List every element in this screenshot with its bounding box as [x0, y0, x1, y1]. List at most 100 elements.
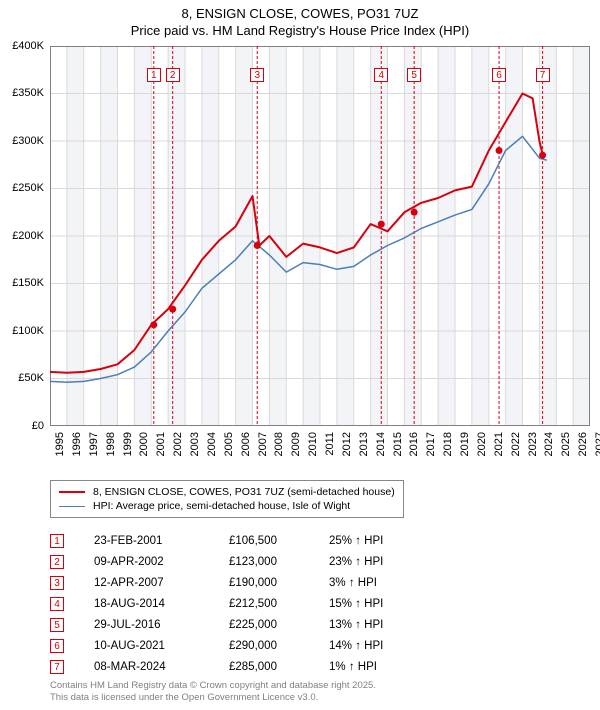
- transaction-date: 10-AUG-2021: [94, 640, 229, 652]
- x-tick-label: 2007: [257, 432, 269, 456]
- x-tick-label: 2016: [408, 432, 420, 456]
- x-axis-labels: 1995 1996 1997 1998 1999 2000 2001 2002 2003 2004…: [50, 428, 590, 478]
- sale-marker-box: 6: [492, 68, 506, 82]
- y-axis-labels: £0£50K£100K£150K£200K£250K£300K£350K£400…: [0, 46, 48, 426]
- transaction-marker: 3: [50, 576, 64, 590]
- transaction-marker: 2: [50, 555, 64, 569]
- x-tick-label: 2008: [273, 432, 285, 456]
- x-tick-label: 1997: [88, 432, 100, 456]
- x-tick-label: 2017: [425, 432, 437, 456]
- x-tick-label: 2003: [189, 432, 201, 456]
- transaction-price: £225,000: [229, 619, 329, 631]
- title-subtitle: Price paid vs. HM Land Registry's House …: [0, 23, 600, 40]
- transaction-row: 4 18-AUG-2014£212,50015% ↑ HPI: [50, 593, 449, 614]
- legend-swatch: [59, 491, 85, 493]
- transaction-delta: 3% ↑ HPI: [329, 577, 449, 589]
- transaction-row: 3 12-APR-2007£190,0003% ↑ HPI: [50, 572, 449, 593]
- x-tick-label: 2026: [577, 432, 589, 456]
- transaction-price: £106,500: [229, 535, 329, 547]
- x-tick-label: 2010: [307, 432, 319, 456]
- transactions-table: 1 23-FEB-2001£106,50025% ↑ HPI 2 09-APR-200…: [50, 530, 449, 677]
- x-tick-label: 2006: [240, 432, 252, 456]
- transaction-row: 7 08-MAR-2024£285,0001% ↑ HPI: [50, 656, 449, 677]
- x-tick-label: 2011: [324, 432, 336, 456]
- sale-marker-box: 1: [147, 68, 161, 82]
- x-tick-label: 2023: [527, 432, 539, 456]
- x-tick-label: 2005: [223, 432, 235, 456]
- footer-attribution: Contains HM Land Registry data © Crown c…: [50, 680, 376, 704]
- sale-marker-box: 7: [536, 68, 550, 82]
- x-tick-label: 2009: [290, 432, 302, 456]
- transaction-price: £285,000: [229, 661, 329, 673]
- page-root: 8, ENSIGN CLOSE, COWES, PO31 7UZ Price p…: [0, 0, 600, 710]
- footer-line1: Contains HM Land Registry data © Crown c…: [50, 680, 376, 692]
- x-tick-label: 2027: [594, 432, 600, 456]
- x-tick-label: 2024: [543, 432, 555, 456]
- chart-area: £0£50K£100K£150K£200K£250K£300K£350K£400…: [50, 46, 590, 426]
- x-tick-label: 2015: [392, 432, 404, 456]
- transaction-delta: 23% ↑ HPI: [329, 556, 449, 568]
- x-tick-label: 2018: [442, 432, 454, 456]
- x-tick-label: 2022: [510, 432, 522, 456]
- legend-row: 8, ENSIGN CLOSE, COWES, PO31 7UZ (semi-d…: [59, 485, 395, 499]
- x-tick-label: 2020: [476, 432, 488, 456]
- x-tick-label: 2019: [459, 432, 471, 456]
- title-address: 8, ENSIGN CLOSE, COWES, PO31 7UZ: [0, 6, 600, 23]
- y-tick-label: £0: [32, 420, 44, 432]
- x-tick-label: 2013: [358, 432, 370, 456]
- y-tick-label: £100K: [12, 325, 44, 337]
- x-tick-label: 2002: [172, 432, 184, 456]
- x-tick-label: 2001: [155, 432, 167, 456]
- y-tick-label: £400K: [12, 40, 44, 52]
- transaction-marker: 4: [50, 597, 64, 611]
- transaction-delta: 14% ↑ HPI: [329, 640, 449, 652]
- y-tick-label: £350K: [12, 87, 44, 99]
- chart-svg: [50, 46, 590, 426]
- transaction-delta: 1% ↑ HPI: [329, 661, 449, 673]
- transaction-marker: 7: [50, 660, 64, 674]
- transaction-price: £190,000: [229, 577, 329, 589]
- legend-swatch: [59, 506, 85, 507]
- sale-marker-box: 2: [166, 68, 180, 82]
- x-tick-label: 2012: [341, 432, 353, 456]
- x-tick-label: 2025: [560, 432, 572, 456]
- sale-marker-box: 4: [374, 68, 388, 82]
- y-tick-label: £200K: [12, 230, 44, 242]
- x-tick-label: 1996: [71, 432, 83, 456]
- chart-title: 8, ENSIGN CLOSE, COWES, PO31 7UZ Price p…: [0, 0, 600, 40]
- legend: 8, ENSIGN CLOSE, COWES, PO31 7UZ (semi-d…: [50, 480, 404, 518]
- transaction-marker: 6: [50, 639, 64, 653]
- transaction-price: £212,500: [229, 598, 329, 610]
- footer-line2: This data is licensed under the Open Gov…: [50, 692, 376, 704]
- x-tick-label: 2014: [375, 432, 387, 456]
- transaction-price: £123,000: [229, 556, 329, 568]
- legend-label: HPI: Average price, semi-detached house,…: [93, 500, 350, 512]
- x-tick-label: 1999: [122, 432, 134, 456]
- transaction-delta: 13% ↑ HPI: [329, 619, 449, 631]
- x-tick-label: 1998: [105, 432, 117, 456]
- x-tick-label: 1995: [54, 432, 66, 456]
- transaction-marker: 1: [50, 534, 64, 548]
- sale-marker-box: 5: [407, 68, 421, 82]
- transaction-date: 18-AUG-2014: [94, 598, 229, 610]
- transaction-date: 23-FEB-2001: [94, 535, 229, 547]
- y-tick-label: £300K: [12, 135, 44, 147]
- transaction-price: £290,000: [229, 640, 329, 652]
- transaction-marker: 5: [50, 618, 64, 632]
- transaction-row: 2 09-APR-2002£123,00023% ↑ HPI: [50, 551, 449, 572]
- x-tick-label: 2000: [138, 432, 150, 456]
- x-tick-label: 2004: [206, 432, 218, 456]
- transaction-date: 09-APR-2002: [94, 556, 229, 568]
- transaction-delta: 15% ↑ HPI: [329, 598, 449, 610]
- legend-label: 8, ENSIGN CLOSE, COWES, PO31 7UZ (semi-d…: [93, 486, 395, 498]
- y-tick-label: £150K: [12, 277, 44, 289]
- transaction-row: 1 23-FEB-2001£106,50025% ↑ HPI: [50, 530, 449, 551]
- y-tick-label: £250K: [12, 182, 44, 194]
- transaction-date: 12-APR-2007: [94, 577, 229, 589]
- transaction-delta: 25% ↑ HPI: [329, 535, 449, 547]
- y-tick-label: £50K: [18, 372, 44, 384]
- x-tick-label: 2021: [493, 432, 505, 456]
- transaction-row: 6 10-AUG-2021£290,00014% ↑ HPI: [50, 635, 449, 656]
- sale-marker-box: 3: [250, 68, 264, 82]
- transaction-date: 08-MAR-2024: [94, 661, 229, 673]
